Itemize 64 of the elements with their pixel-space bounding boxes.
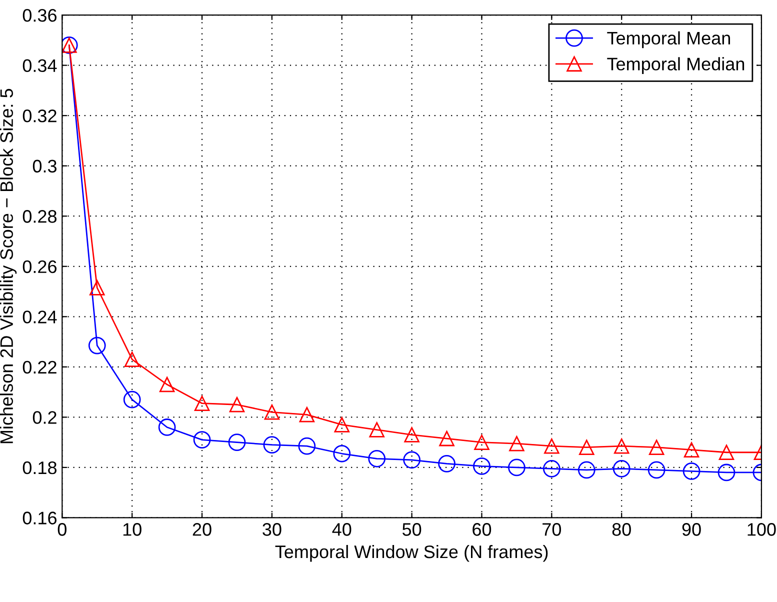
point bbox=[718, 444, 734, 460]
y-tick-label: 0.18 bbox=[22, 461, 57, 474]
x-tick-label: 50 bbox=[402, 523, 422, 536]
y-tick-label: 0.28 bbox=[22, 210, 57, 223]
point bbox=[89, 280, 105, 296]
point bbox=[333, 444, 351, 462]
y-tick-label: 0.32 bbox=[22, 110, 56, 122]
legend-label: Temporal Mean bbox=[607, 31, 730, 48]
point bbox=[648, 461, 666, 479]
x-tick-label: 0 bbox=[58, 523, 66, 536]
point bbox=[229, 396, 245, 412]
point bbox=[612, 460, 630, 478]
x-tick-label: 70 bbox=[542, 523, 562, 536]
point bbox=[228, 434, 246, 451]
x-tick-label: 100 bbox=[748, 523, 776, 536]
point bbox=[578, 461, 596, 479]
point bbox=[368, 450, 386, 468]
point bbox=[369, 422, 384, 438]
point bbox=[474, 434, 490, 450]
point bbox=[544, 438, 560, 454]
x-tick-label: 20 bbox=[192, 523, 212, 536]
x-tick-label: 30 bbox=[262, 523, 282, 536]
x-tick-label: 90 bbox=[682, 523, 701, 536]
point bbox=[684, 442, 700, 458]
point bbox=[648, 440, 664, 455]
y-tick-label: 0.22 bbox=[22, 360, 56, 374]
y-tick-label: 0.16 bbox=[22, 512, 57, 524]
x-axis-title: Temporal Window Size (N frames) bbox=[275, 544, 548, 562]
x-tick-label: 60 bbox=[472, 523, 492, 536]
point bbox=[123, 390, 141, 408]
point bbox=[263, 436, 281, 454]
point bbox=[194, 396, 210, 411]
point bbox=[509, 436, 524, 452]
point bbox=[299, 407, 315, 422]
point bbox=[682, 462, 700, 480]
point bbox=[438, 455, 456, 472]
point bbox=[264, 404, 280, 420]
point bbox=[404, 427, 420, 442]
point bbox=[473, 458, 490, 475]
point bbox=[508, 458, 526, 476]
x-tick-label: 80 bbox=[612, 523, 631, 536]
point bbox=[578, 440, 594, 455]
y-tick-label: 0.36 bbox=[22, 8, 57, 22]
point bbox=[614, 438, 630, 454]
y-tick-label: 0.24 bbox=[22, 310, 57, 324]
point bbox=[124, 352, 140, 368]
point bbox=[88, 336, 106, 354]
y-tick-label: 0.34 bbox=[22, 59, 57, 72]
point bbox=[298, 437, 316, 455]
y-tick-label: 0.3 bbox=[32, 160, 57, 173]
y-axis-title: Michelson 2D Visibility Score − Block Size: 5 bbox=[0, 88, 17, 444]
point bbox=[403, 451, 420, 469]
point bbox=[542, 460, 560, 478]
y-tick-label: 0.2 bbox=[32, 411, 56, 424]
legend-label: Temporal Median bbox=[607, 57, 744, 74]
point bbox=[334, 417, 350, 432]
point bbox=[718, 464, 736, 482]
point bbox=[439, 430, 454, 446]
x-tick-label: 10 bbox=[123, 523, 142, 536]
point bbox=[158, 418, 176, 436]
point bbox=[193, 431, 211, 448]
y-tick-label: 0.26 bbox=[22, 260, 57, 274]
point bbox=[159, 376, 175, 392]
x-tick-label: 40 bbox=[332, 523, 352, 536]
